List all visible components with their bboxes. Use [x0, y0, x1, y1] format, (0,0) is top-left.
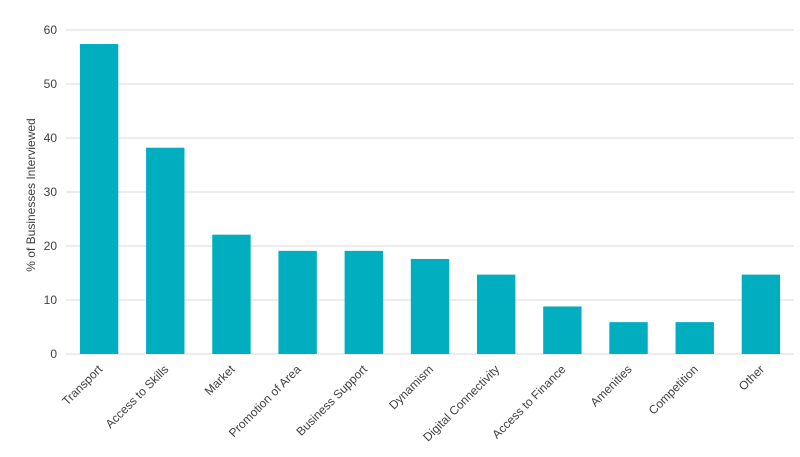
bar — [278, 250, 317, 354]
x-tick-label: Business Support — [294, 362, 371, 439]
bar — [476, 274, 516, 354]
bar — [410, 258, 450, 354]
x-tick-label: Competition — [646, 362, 701, 417]
bar — [344, 250, 384, 354]
bar — [609, 322, 648, 354]
x-tick-label: Access to Finance — [489, 362, 568, 441]
bar — [543, 306, 582, 354]
bar — [212, 234, 251, 354]
bar — [79, 44, 119, 354]
x-tick-label: Other — [736, 362, 767, 393]
y-tick-label: 40 — [44, 131, 58, 145]
y-axis-ticks: 0 10 20 30 40 50 60 — [44, 23, 58, 361]
bar — [675, 322, 714, 354]
y-tick-label: 50 — [44, 77, 58, 91]
bar-layer — [79, 44, 781, 354]
y-tick-label: 30 — [44, 185, 58, 199]
x-tick-label: Dynamism — [386, 362, 436, 412]
y-tick-label: 20 — [44, 239, 58, 253]
y-axis-title: % of Businesses Interviewed — [24, 118, 38, 271]
y-tick-label: 60 — [44, 23, 58, 37]
bar — [741, 274, 781, 354]
grid-layer — [66, 29, 794, 355]
x-tick-label: Transport — [59, 362, 105, 408]
x-tick-label: Amenities — [588, 362, 635, 409]
bar — [146, 147, 185, 354]
x-tick-label: Promotion of Area — [226, 362, 304, 440]
x-tick-label: Market — [202, 362, 238, 398]
x-tick-label: Access to Skills — [103, 362, 172, 431]
y-tick-label: 0 — [50, 347, 57, 361]
y-tick-label: 10 — [44, 293, 58, 307]
